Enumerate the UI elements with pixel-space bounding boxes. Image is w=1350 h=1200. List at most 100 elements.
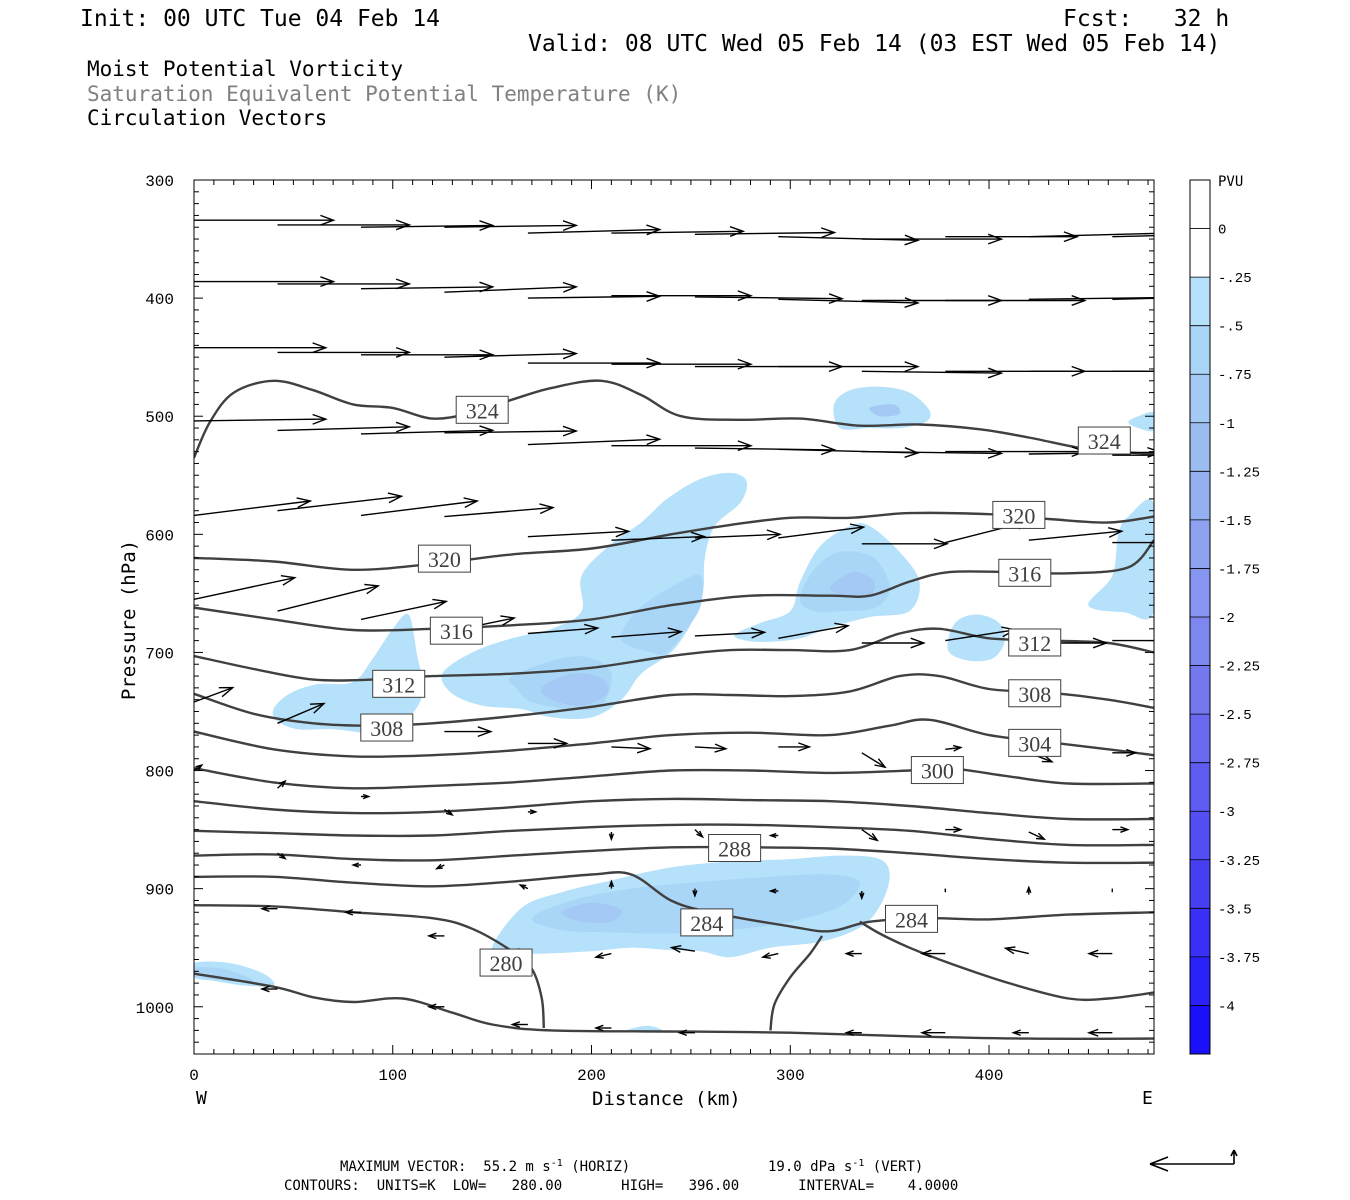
contour-label-box xyxy=(885,904,939,933)
vector-head xyxy=(593,1024,604,1032)
y-tick-label: 900 xyxy=(145,882,174,900)
contour-label-316-0: 316 xyxy=(429,616,483,645)
vector-head xyxy=(844,950,854,957)
theta-contour-284 xyxy=(194,904,545,1029)
vector-head xyxy=(910,637,926,649)
vector-head xyxy=(445,809,454,817)
vector-head xyxy=(562,425,579,437)
vector-head xyxy=(919,949,932,958)
contour-label-text: 308 xyxy=(1018,682,1051,707)
circulation-vector xyxy=(768,888,779,894)
vector-head xyxy=(387,492,404,504)
vector-head xyxy=(1177,367,1190,377)
circulation-vector xyxy=(694,529,783,541)
pv-region-7 xyxy=(1128,412,1154,432)
circulation-vector xyxy=(343,908,361,916)
vector-head xyxy=(768,832,777,839)
circulation-vector xyxy=(277,421,412,433)
colorbar-label: -1 xyxy=(1218,417,1235,433)
contour-label-box xyxy=(1077,426,1131,455)
contour-label-text: 320 xyxy=(1002,503,1035,528)
forecast-hour: Fcst: 32 h xyxy=(1063,6,1229,32)
vector-head xyxy=(904,234,920,246)
vector-head xyxy=(859,892,865,901)
y-tick-label: 600 xyxy=(145,527,174,545)
circulation-vector xyxy=(510,1021,528,1028)
vector-shaft xyxy=(527,530,629,538)
vector-head xyxy=(874,758,887,769)
theta-contour-308 xyxy=(194,673,1154,727)
circulation-vector xyxy=(444,220,579,232)
circulation-vector xyxy=(1112,748,1138,757)
vector-shaft xyxy=(360,224,493,228)
vector-head xyxy=(904,361,920,373)
circulation-vector xyxy=(861,538,950,550)
contour-label-288-0: 288 xyxy=(708,833,762,862)
vector-head xyxy=(312,342,328,354)
contour-label-320-0: 320 xyxy=(417,544,471,573)
pv-region-6 xyxy=(1088,499,1154,620)
vector-head xyxy=(669,945,682,954)
circulation-vector xyxy=(259,905,278,913)
colorbar-swatch xyxy=(1190,422,1210,472)
contour-label-text: 316 xyxy=(440,619,473,644)
contour-label-text: 304 xyxy=(1018,731,1051,756)
vector-head xyxy=(696,830,705,839)
vector-head xyxy=(608,879,615,888)
circulation-vector xyxy=(694,293,845,305)
x-tick-label: 400 xyxy=(975,1067,1004,1085)
circulation-vector xyxy=(1028,831,1047,841)
theta-contour-312 xyxy=(194,627,1154,682)
y-tick-label: 700 xyxy=(145,645,174,663)
vector-shaft xyxy=(1028,232,1154,238)
vector-shaft xyxy=(1028,530,1122,541)
vector-head xyxy=(729,226,746,237)
theta-contour-284c xyxy=(859,920,1154,1002)
vector-shaft xyxy=(694,231,835,235)
vector-shaft xyxy=(861,370,1002,374)
circulation-vector xyxy=(434,863,445,870)
circulation-vector xyxy=(611,742,653,754)
vector-shaft xyxy=(778,625,849,639)
vector-shaft xyxy=(527,627,598,635)
vector-head xyxy=(280,575,297,586)
circulation-vector xyxy=(277,219,412,231)
theta-contour-layer xyxy=(194,379,1154,1040)
vector-head xyxy=(1177,450,1190,460)
circulation-vector xyxy=(945,826,963,833)
circulation-vector xyxy=(1086,949,1113,958)
vector-head xyxy=(320,214,336,226)
circulation-vector xyxy=(527,434,662,446)
vector-shaft xyxy=(444,352,577,358)
vector-head xyxy=(477,726,493,738)
circulation-vector xyxy=(1086,1028,1113,1037)
max-vector-unit-exp: -1 xyxy=(551,1158,563,1169)
vector-head xyxy=(953,826,963,833)
vector-head xyxy=(849,523,866,535)
contour-label-312-0: 312 xyxy=(372,669,426,698)
vector-head xyxy=(820,227,837,239)
vector-shaft xyxy=(277,495,402,512)
vector-head xyxy=(278,853,287,860)
colorbar-swatch xyxy=(1190,325,1210,375)
circulation-vector xyxy=(444,726,493,738)
vector-head xyxy=(1086,949,1099,958)
contour-label-text: 316 xyxy=(1008,561,1041,586)
contour-label-300-0: 300 xyxy=(910,756,964,785)
circulation-vector xyxy=(945,744,963,752)
circulation-vector xyxy=(194,686,235,703)
pv-region-1 xyxy=(272,613,424,733)
circulation-vector xyxy=(194,763,204,772)
colorbar-label: -.25 xyxy=(1218,271,1252,287)
circulation-vector xyxy=(1112,367,1190,377)
vector-head xyxy=(768,888,777,894)
vector-head xyxy=(259,905,270,913)
colorbar-swatch xyxy=(1190,277,1210,327)
vector-shaft xyxy=(527,228,660,234)
circulation-vector xyxy=(194,575,297,600)
vector-head xyxy=(933,538,950,550)
theta-contour-8 xyxy=(194,823,1154,847)
circulation-vector xyxy=(1112,541,1154,544)
x-tick-label: 0 xyxy=(189,1067,199,1085)
contour-label-box xyxy=(479,948,533,977)
